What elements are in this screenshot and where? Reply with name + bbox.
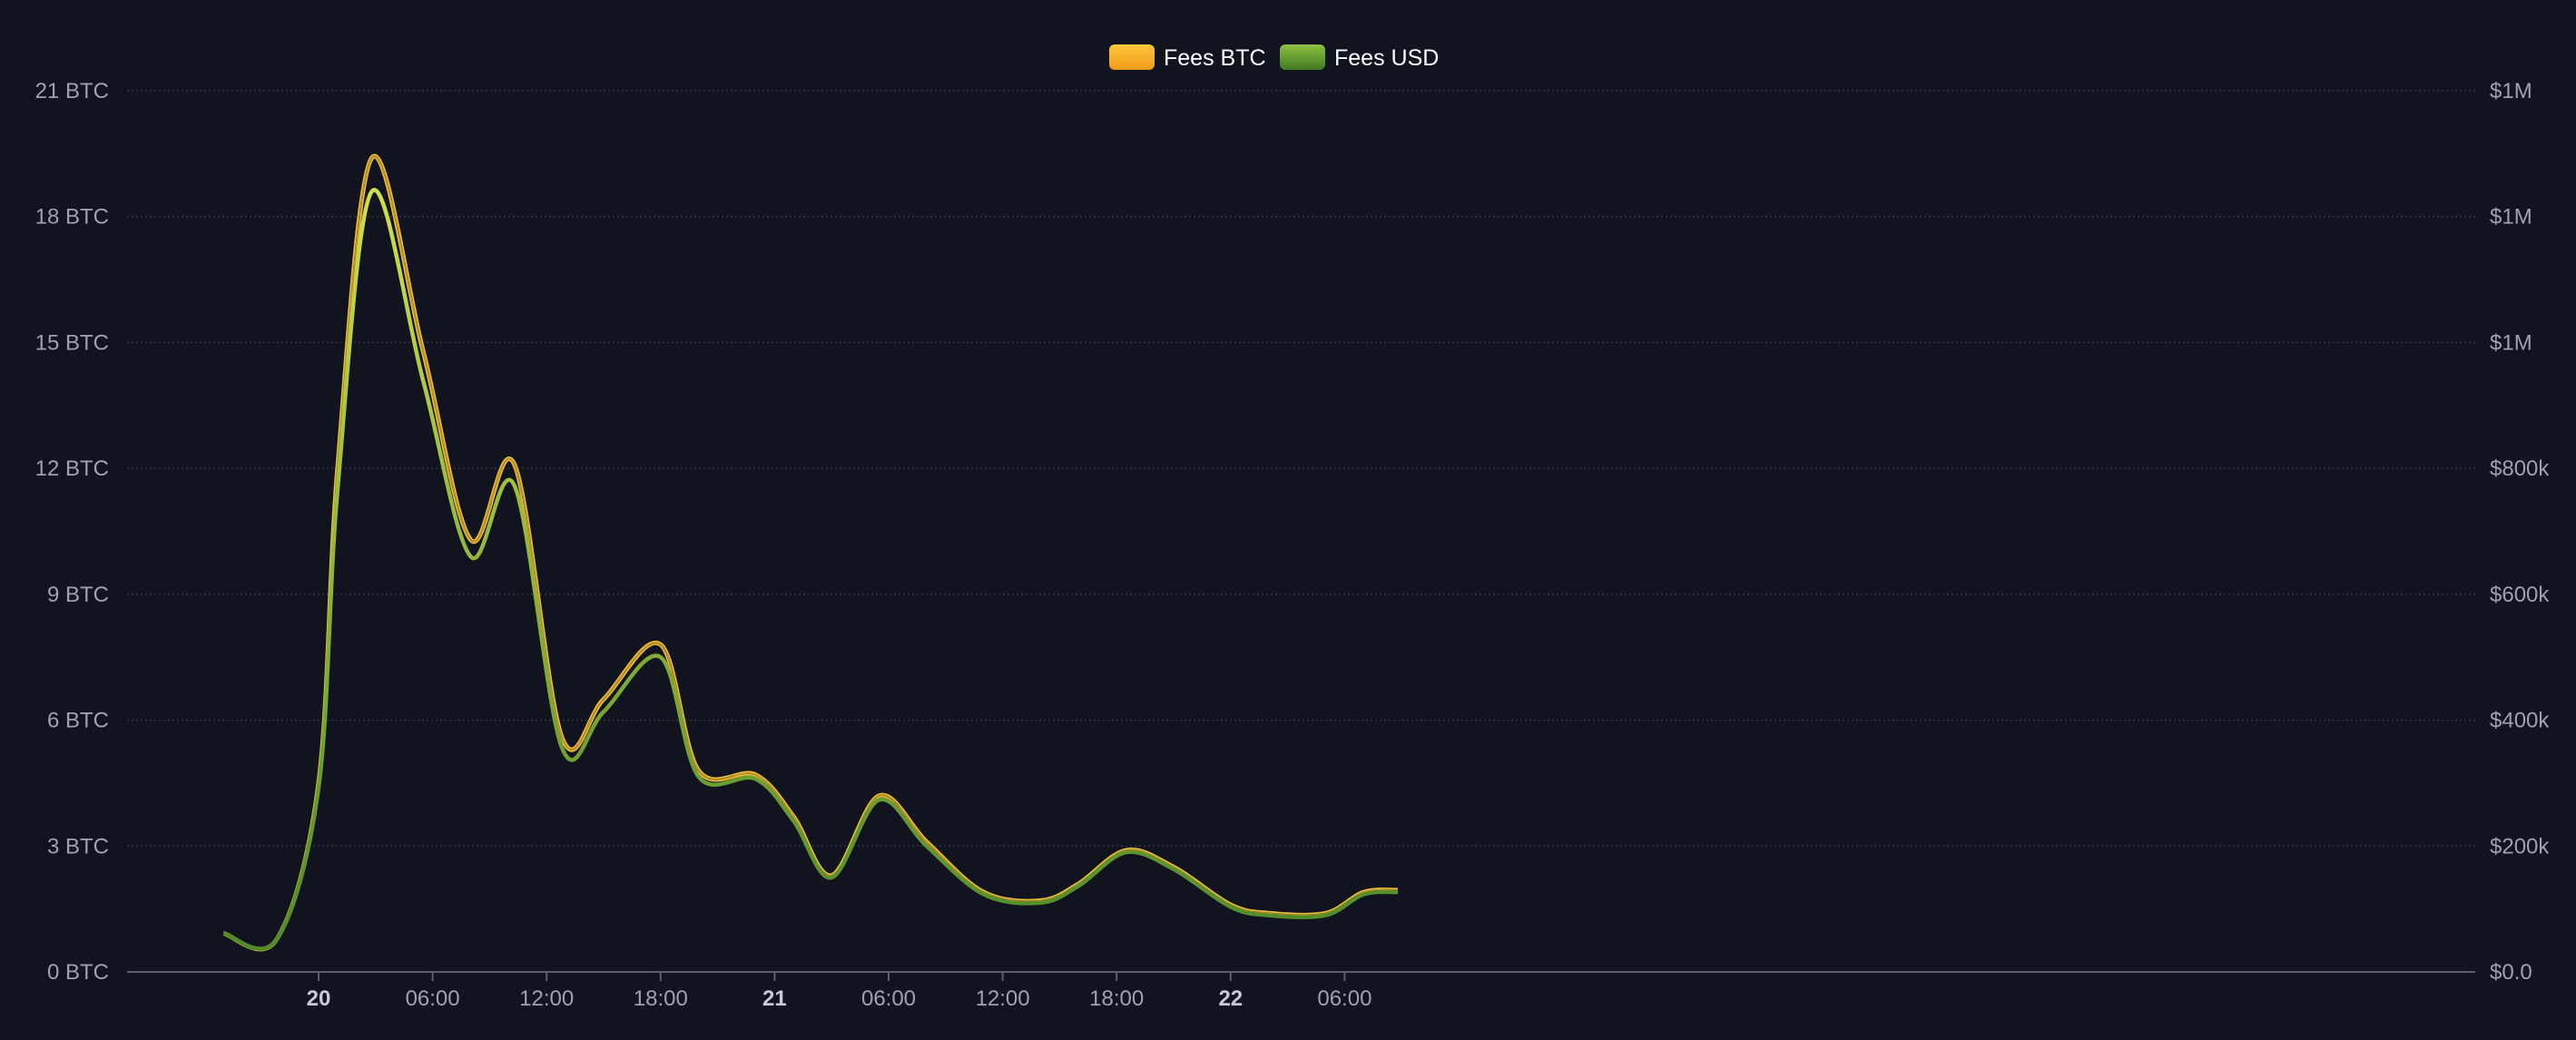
y-right-tick-label: $1M bbox=[2490, 205, 2532, 230]
legend-swatch bbox=[1280, 44, 1325, 70]
x-tick-label: 12:00 bbox=[976, 986, 1030, 1011]
y-left-tick-label: 3 BTC bbox=[47, 834, 109, 858]
x-tick-label: 06:00 bbox=[861, 986, 916, 1011]
y-left-tick-label: 6 BTC bbox=[47, 709, 109, 733]
x-tick-label: 22 bbox=[1218, 986, 1243, 1011]
legend-item-fees-usd[interactable]: Fees USD bbox=[1280, 44, 1439, 71]
legend-swatch bbox=[1109, 44, 1155, 70]
y-right-tick-label: $0.0 bbox=[2490, 960, 2532, 985]
legend-label: Fees USD bbox=[1334, 45, 1439, 71]
y-right-tick-label: $1M bbox=[2490, 330, 2532, 355]
x-tick-label: 21 bbox=[762, 986, 787, 1011]
y-left-tick-label: 15 BTC bbox=[35, 330, 109, 355]
x-tick-label: 12:00 bbox=[519, 986, 574, 1011]
y-axis-left: 0 BTC 3 BTC 6 BTC 9 BTC 12 BTC 15 BTC 18 BTC 21… bbox=[35, 79, 109, 985]
y-right-tick-label: $200k bbox=[2490, 834, 2550, 858]
y-right-tick-label: $400k bbox=[2490, 709, 2550, 733]
series bbox=[222, 153, 1399, 952]
x-tick-label: 18:00 bbox=[1089, 986, 1144, 1011]
legend-label: Fees BTC bbox=[1164, 45, 1266, 71]
x-tick-label: 06:00 bbox=[406, 986, 460, 1011]
y-right-tick-label: $1M bbox=[2490, 79, 2532, 103]
y-right-tick-label: $800k bbox=[2490, 456, 2550, 481]
x-tick-label: 06:00 bbox=[1317, 986, 1372, 1011]
x-tick-label: 18:00 bbox=[634, 986, 688, 1011]
x-tick-label: 20 bbox=[307, 986, 331, 1011]
y-left-tick-label: 0 BTC bbox=[47, 960, 109, 985]
y-left-tick-label: 9 BTC bbox=[47, 583, 109, 607]
series-line-fees-usd bbox=[222, 188, 1399, 951]
y-axis-right: $0.0 $200k $400k $600k $800k $1M $1M $1M bbox=[2490, 79, 2550, 985]
legend-item-fees-btc[interactable]: Fees BTC bbox=[1109, 44, 1266, 71]
y-left-tick-label: 18 BTC bbox=[35, 205, 109, 230]
legend[interactable]: Fees BTC Fees USD bbox=[1109, 44, 1439, 71]
grid bbox=[127, 90, 2475, 973]
y-left-tick-label: 12 BTC bbox=[35, 456, 109, 481]
x-axis: 20 06:00 12:00 18:00 21 06:00 12:00 18:00 22 06:0… bbox=[307, 972, 1372, 1011]
y-right-tick-label: $600k bbox=[2490, 583, 2550, 607]
y-left-tick-label: 21 BTC bbox=[35, 79, 109, 103]
